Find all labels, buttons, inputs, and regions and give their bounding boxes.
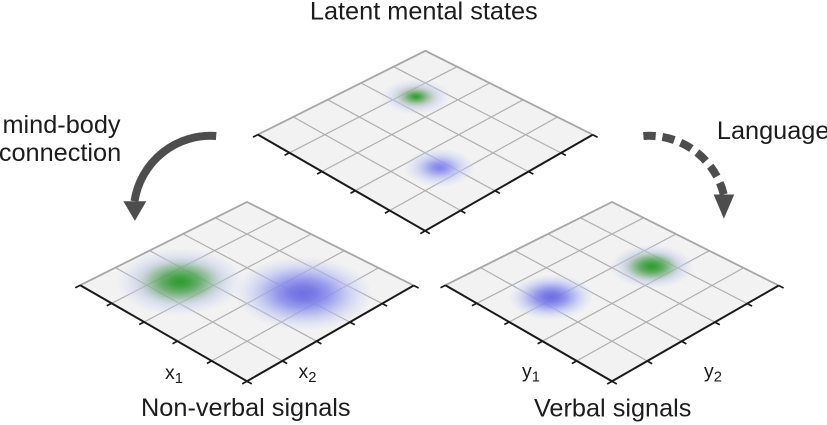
svg-text:mind-body: mind-body	[2, 111, 120, 139]
svg-text:Latent mental states: Latent mental states	[310, 0, 538, 26]
svg-text:Non-verbal signals: Non-verbal signals	[141, 394, 351, 422]
svg-text:Language: Language	[717, 117, 827, 145]
svg-text:x2: x2	[299, 361, 317, 386]
svg-text:y2: y2	[704, 361, 722, 386]
svg-text:y1: y1	[522, 361, 540, 386]
svg-text:x1: x1	[165, 362, 183, 387]
svg-text:connection: connection	[0, 139, 121, 167]
svg-text:Verbal signals: Verbal signals	[534, 395, 692, 423]
